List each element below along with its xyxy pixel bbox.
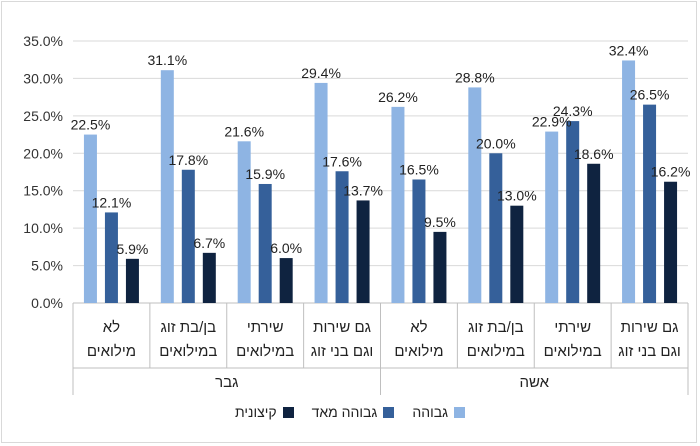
bar [125, 258, 139, 303]
y-tick-label: 5.0% [31, 258, 63, 274]
bar [314, 82, 328, 303]
gridlines [73, 40, 688, 304]
data-label: 20.0% [476, 135, 516, 151]
x-axis: לא מילואים בן/בת זוג במילואים שירתי במילואים ג… [72, 303, 689, 395]
bar [356, 200, 370, 303]
y-tick-label: 25.0% [23, 108, 63, 124]
category-label: מילואים [394, 343, 443, 360]
bar [664, 181, 678, 303]
category-label: גם שירות [621, 319, 679, 336]
bar [412, 179, 426, 303]
bar [258, 183, 272, 303]
category-label: במילואים [544, 343, 602, 360]
data-label: 31.1% [147, 52, 187, 68]
legend-swatch [282, 406, 294, 418]
bar [468, 87, 482, 303]
bars [83, 60, 678, 304]
data-label: 15.9% [245, 166, 285, 182]
data-label: 16.2% [651, 164, 691, 180]
category-label: שירתי [554, 319, 591, 336]
group-label: גבר [215, 374, 238, 391]
bar [160, 70, 174, 304]
legend-label: גבוהה מאד [311, 404, 378, 420]
legend-label: גבוהה [412, 404, 449, 420]
bar [433, 231, 447, 303]
bar [335, 171, 349, 303]
bar [202, 252, 216, 303]
data-label: 13.0% [497, 188, 537, 204]
data-label: 9.5% [424, 214, 456, 230]
data-label: 29.4% [301, 65, 341, 81]
category-label: לא [103, 319, 120, 336]
bar [587, 163, 601, 303]
data-label: 12.1% [92, 194, 132, 210]
bar [181, 169, 195, 303]
y-axis-tick-labels: 0.0% 5.0% 10.0% 15.0% 20.0% 25.0% 30.0% 35.0% [23, 33, 63, 311]
legend-item: קיצונית [235, 404, 294, 420]
bar [279, 258, 293, 303]
bar [104, 212, 118, 303]
legend-swatch [383, 406, 395, 418]
data-label: 17.8% [168, 152, 208, 168]
legend-item: גבוהה [412, 404, 466, 420]
bar [545, 131, 559, 303]
data-label: 26.2% [378, 89, 418, 105]
category-label: במילואים [236, 343, 294, 360]
bar [566, 121, 580, 304]
data-labels: 22.5% 12.1% 5.9% 31.1% 17.8% 6.7% 21.6% 15.9% 6.… [71, 42, 691, 256]
data-label: 6.0% [270, 240, 302, 256]
bar [83, 134, 97, 303]
category-label: גם שירות [313, 319, 371, 336]
legend-label: קיצונית [234, 404, 277, 420]
category-label: לא [410, 319, 427, 336]
legend-item: גבוהה מאד [312, 404, 395, 420]
data-label: 17.6% [322, 153, 362, 169]
bar [622, 60, 636, 303]
y-tick-label: 20.0% [23, 145, 63, 161]
data-label: 22.9% [532, 114, 572, 130]
category-label: שירתי [247, 319, 284, 336]
bar [391, 106, 405, 303]
data-label: 18.6% [574, 146, 614, 162]
y-tick-label: 30.0% [23, 70, 63, 86]
y-tick-label: 0.0% [31, 295, 63, 311]
data-label: 26.5% [630, 87, 670, 103]
bar [489, 153, 503, 303]
category-label: וגם בני זוג [311, 343, 374, 360]
legend: גבוהה גבוהה מאד קיצונית [0, 404, 700, 420]
data-label: 24.3% [553, 103, 593, 119]
data-label: 22.5% [71, 117, 111, 133]
data-label: 13.7% [343, 182, 383, 198]
data-label: 28.8% [455, 69, 495, 85]
category-label: בן/בת זוג [160, 319, 216, 336]
category-label: בן/בת זוג [468, 319, 524, 336]
y-tick-label: 15.0% [23, 183, 63, 199]
category-label: במילואים [467, 343, 525, 360]
group-label: אשה [519, 374, 549, 391]
data-label: 21.6% [224, 123, 264, 139]
data-label: 16.5% [399, 161, 439, 177]
data-label: 5.9% [116, 241, 148, 257]
category-label: וגם בני זוג [618, 343, 681, 360]
data-label: 6.7% [193, 235, 225, 251]
data-label: 32.4% [609, 42, 649, 58]
bar [643, 104, 657, 303]
y-tick-label: 10.0% [23, 220, 63, 236]
bar [237, 141, 251, 303]
category-label: מילואים [87, 343, 136, 360]
bar [510, 205, 524, 303]
y-tick-label: 35.0% [23, 33, 63, 49]
category-label: במילואים [159, 343, 217, 360]
legend-swatch [454, 406, 466, 418]
